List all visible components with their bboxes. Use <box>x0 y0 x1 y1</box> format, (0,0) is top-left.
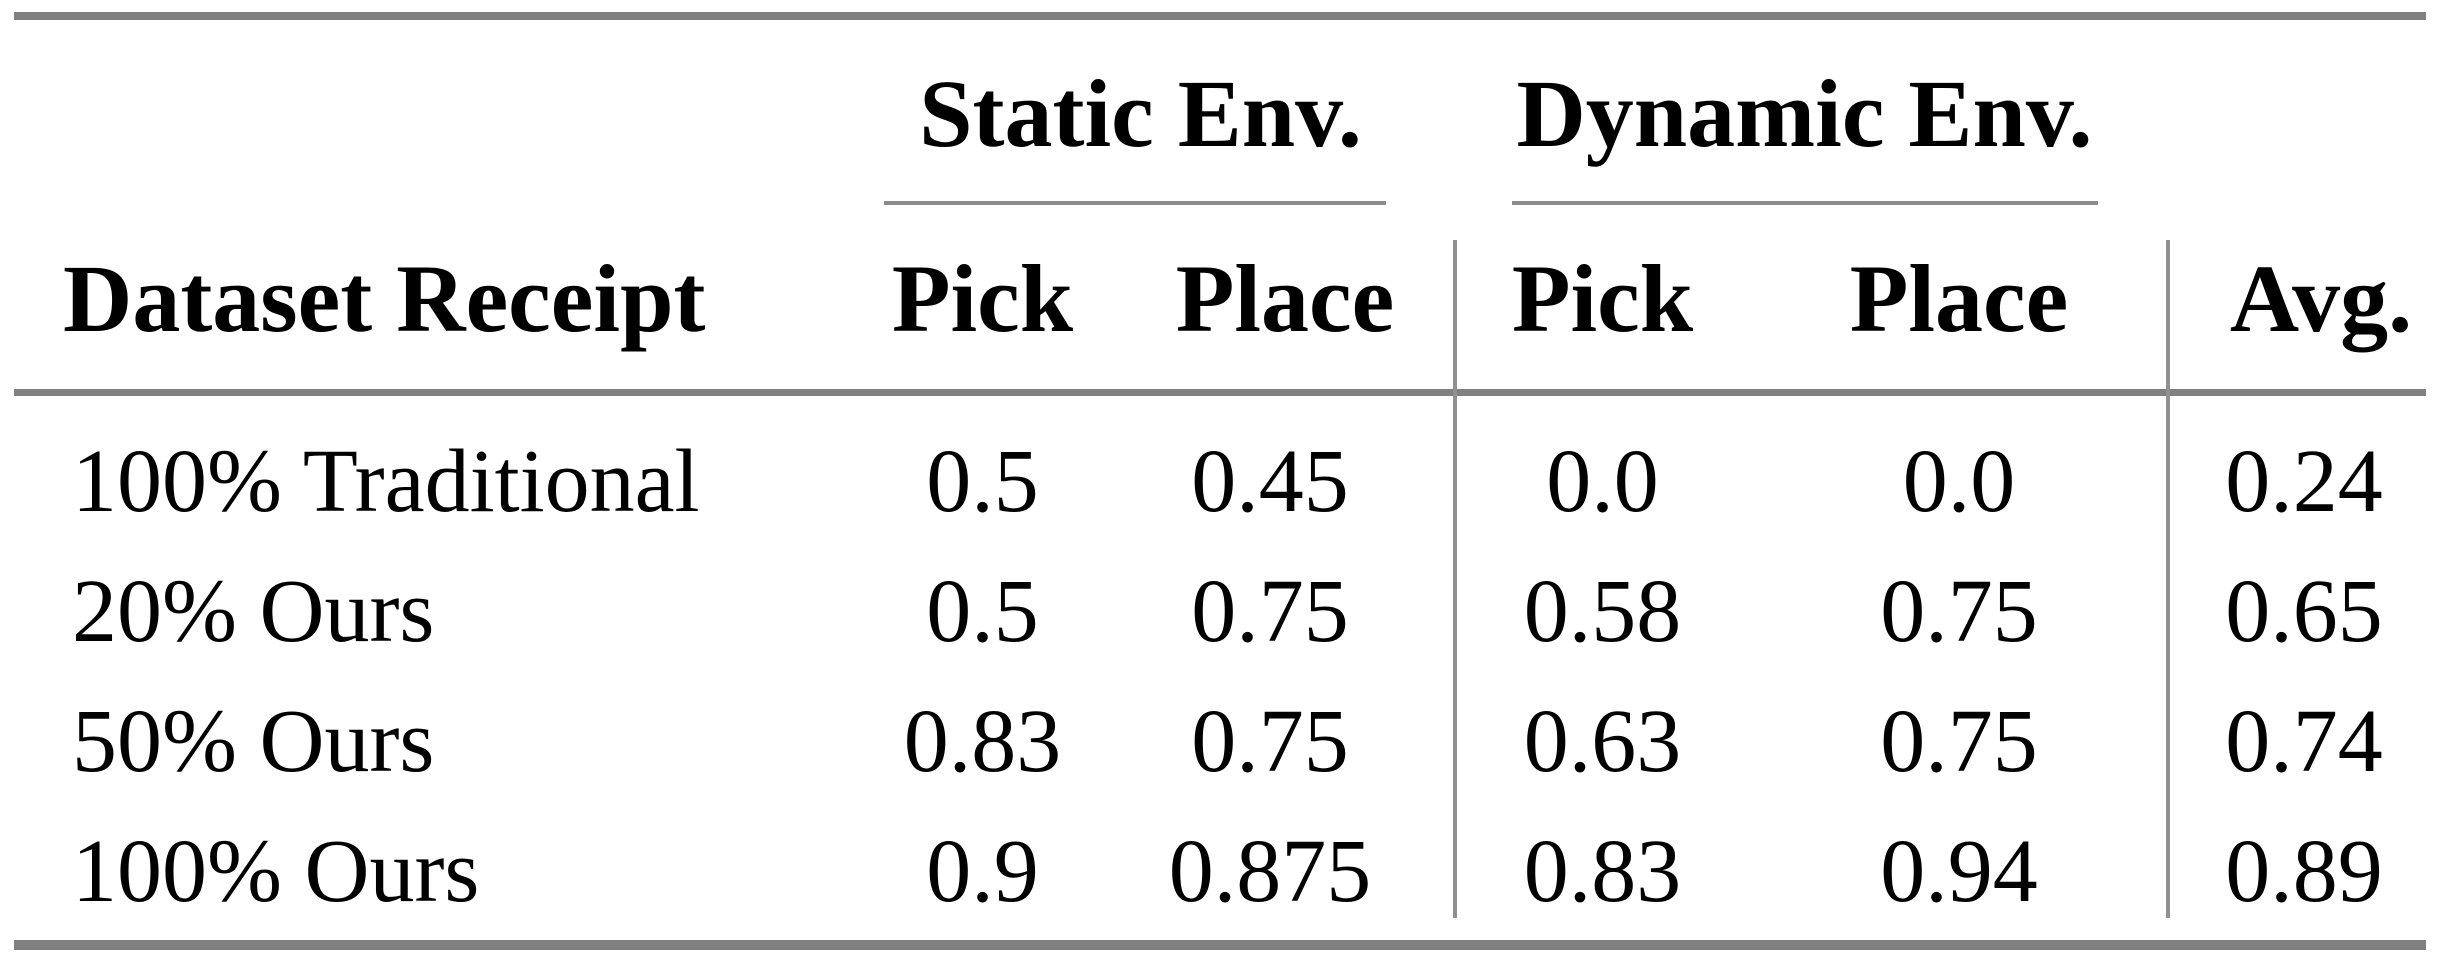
cell-static-pick: 0.83 <box>903 691 1062 791</box>
row-label: 100% Ours <box>72 821 480 921</box>
bottom-rule <box>14 940 2426 950</box>
dynamic-env-cmidrule <box>1512 201 2098 205</box>
cell-static-pick: 0.9 <box>926 821 1039 921</box>
cell-static-place: 0.75 <box>1191 561 1349 661</box>
cell-static-pick: 0.5 <box>926 431 1039 531</box>
cell-static-place: 0.75 <box>1191 691 1349 791</box>
static-env-cmidrule <box>884 201 1386 205</box>
cell-static-place: 0.875 <box>1168 821 1372 921</box>
cell-dynamic-place: 0.75 <box>1880 561 2038 661</box>
column-header-static-place: Place <box>1175 245 1395 352</box>
column-header-dataset-receipt: Dataset Receipt <box>63 245 706 352</box>
header-separator-rule <box>14 389 2426 396</box>
column-header-dynamic-pick: Pick <box>1511 245 1694 352</box>
column-header-dynamic-place: Place <box>1849 245 2069 352</box>
row-label: 100% Traditional <box>72 431 700 531</box>
divider-static-dynamic <box>1453 240 1457 918</box>
cell-dynamic-pick: 0.63 <box>1523 691 1682 791</box>
cell-dynamic-pick: 0.0 <box>1546 431 1659 531</box>
cell-dynamic-place: 0.0 <box>1902 431 2016 531</box>
cell-avg: 0.74 <box>2225 691 2383 791</box>
row-label: 20% Ours <box>72 561 435 661</box>
cell-dynamic-pick: 0.83 <box>1523 821 1682 921</box>
group-header-static-env: Static Env. <box>919 60 1362 167</box>
column-header-avg: Avg. <box>2229 245 2413 352</box>
cell-avg: 0.65 <box>2225 561 2383 661</box>
cell-avg: 0.24 <box>2225 431 2383 531</box>
cell-avg: 0.89 <box>2225 821 2383 921</box>
column-header-static-pick: Pick <box>891 245 1074 352</box>
cell-dynamic-pick: 0.58 <box>1523 561 1682 661</box>
cell-static-pick: 0.5 <box>926 561 1039 661</box>
cell-dynamic-place: 0.75 <box>1880 691 2038 791</box>
cell-static-place: 0.45 <box>1191 431 1349 531</box>
cell-dynamic-place: 0.94 <box>1880 821 2038 921</box>
group-header-dynamic-env: Dynamic Env. <box>1516 60 2093 167</box>
row-label: 50% Ours <box>72 691 435 791</box>
divider-dynamic-avg <box>2166 240 2170 918</box>
top-rule <box>14 12 2426 20</box>
